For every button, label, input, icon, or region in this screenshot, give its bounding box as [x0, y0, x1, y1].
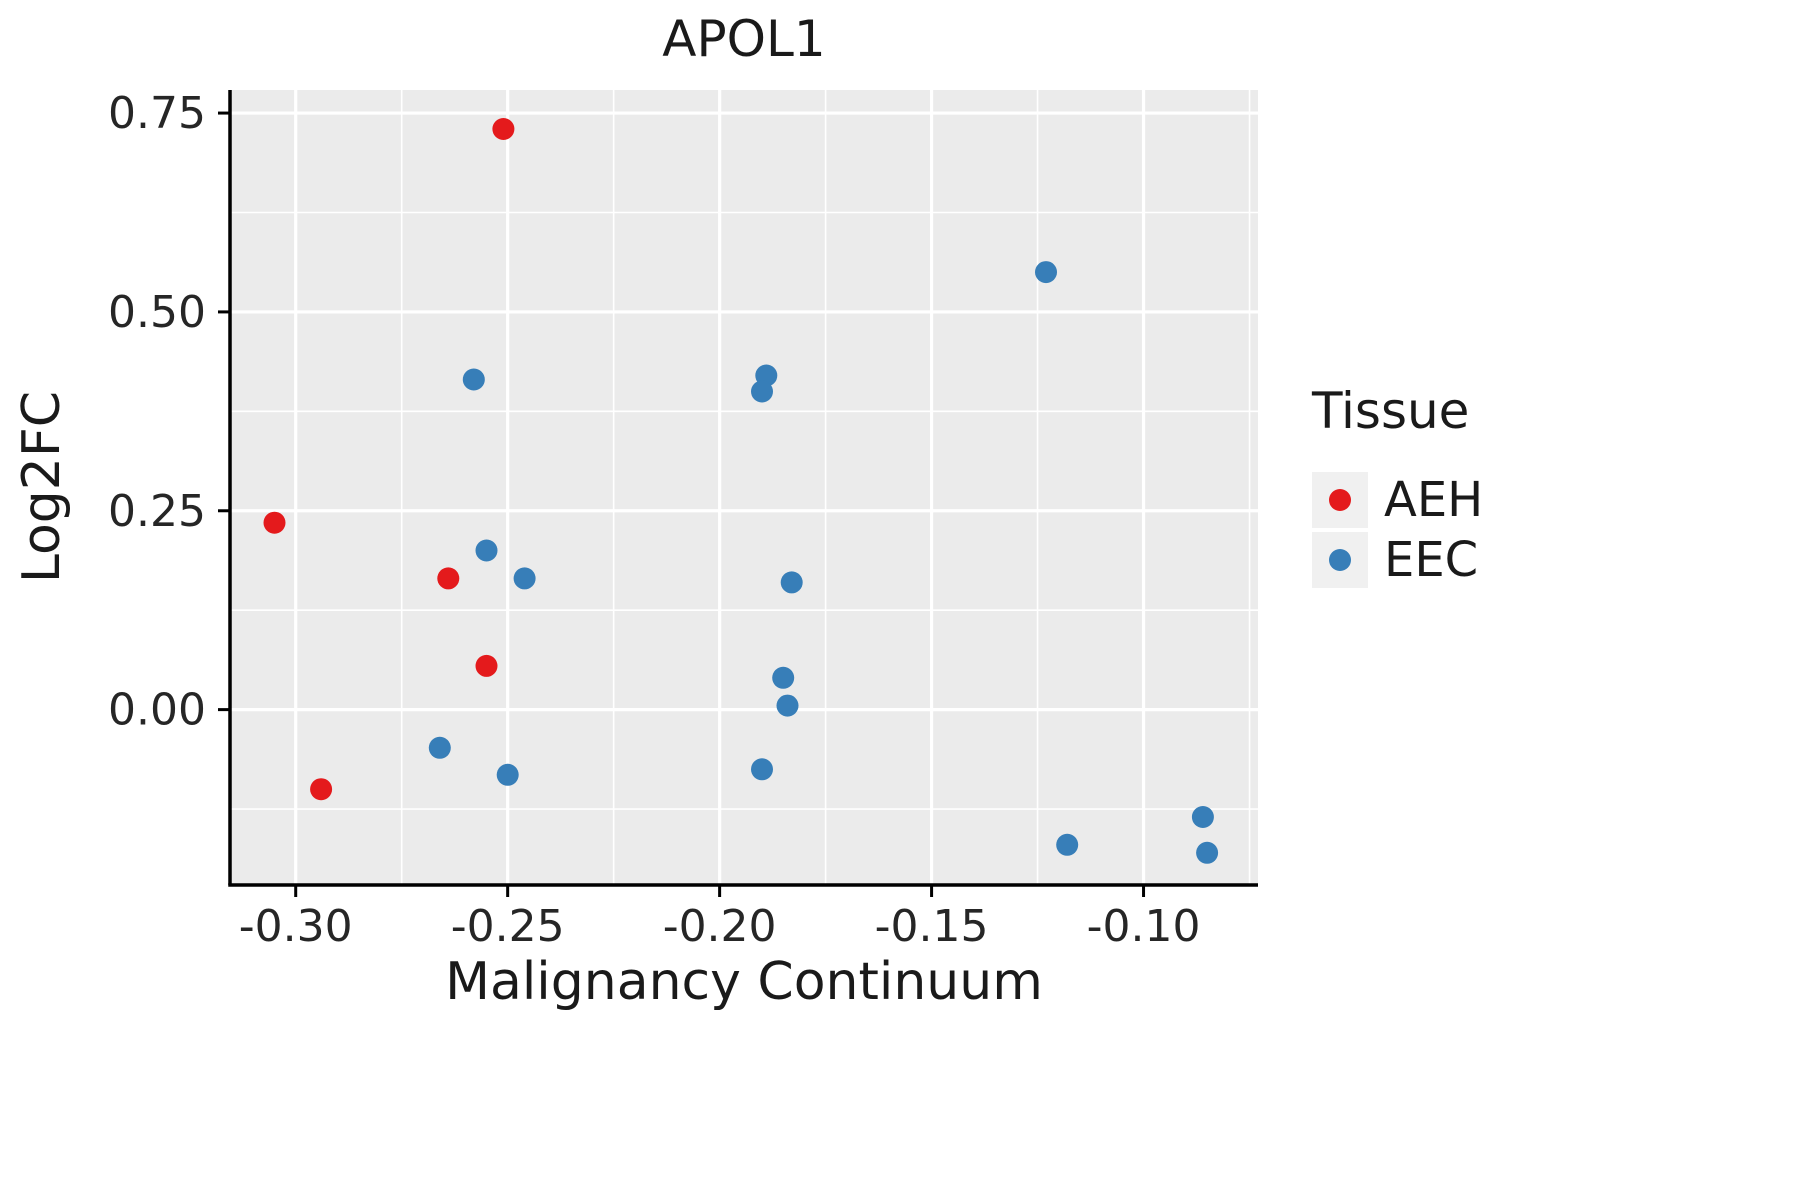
data-point-eec	[462, 368, 485, 391]
x-axis-ticks: -0.30 -0.25 -0.20 -0.15 -0.10	[239, 885, 1201, 952]
data-point-eec	[1035, 261, 1057, 284]
y-tick-label: 0.00	[108, 685, 206, 736]
data-point-eec	[475, 539, 498, 562]
gridlines	[230, 90, 1258, 885]
legend-title: Tissue	[1312, 382, 1470, 440]
y-tick-label: 0.75	[108, 88, 206, 139]
panel-background	[230, 90, 1258, 885]
data-point-aeh	[263, 511, 286, 534]
x-axis-title: Malignancy Continuum	[445, 952, 1043, 1012]
data-point-eec	[751, 380, 773, 403]
data-point-aeh	[492, 118, 515, 140]
axis-lines	[228, 90, 1258, 887]
legend-label-eec: EEC	[1384, 532, 1479, 588]
legend-key-eec	[1312, 532, 1368, 588]
y-axis-title: Log2FC	[12, 390, 72, 584]
legend-entries: AEH EEC	[1312, 472, 1483, 588]
data-point-eec	[428, 736, 451, 759]
y-axis-ticks: 0.00 0.25 0.50 0.75	[108, 88, 230, 736]
x-tick-label: -0.15	[875, 901, 989, 952]
x-tick-label: -0.30	[239, 901, 353, 952]
x-tick-label: -0.25	[451, 901, 565, 952]
legend-key-aeh	[1312, 472, 1368, 528]
data-point-eec	[1191, 806, 1214, 828]
x-tick-label: -0.20	[663, 901, 777, 952]
legend-dot-icon-eec	[1329, 549, 1351, 571]
chart-title: APOL1	[662, 10, 826, 68]
y-tick-label: 0.25	[108, 486, 206, 537]
legend-label-aeh: AEH	[1384, 472, 1484, 528]
legend-dot-icon-aeh	[1329, 489, 1351, 511]
legend-entry-eec: EEC	[1312, 532, 1483, 588]
x-tick-label: -0.10	[1087, 901, 1201, 952]
legend: Tissue AEH EEC	[1312, 382, 1483, 592]
data-point-aeh	[310, 778, 333, 801]
data-point-eec	[780, 571, 803, 594]
data-point-eec	[1056, 833, 1079, 856]
data-point-aeh	[475, 654, 498, 677]
legend-entry-aeh: AEH	[1312, 472, 1483, 528]
data-point-aeh	[437, 567, 460, 590]
data-point-eec	[496, 763, 519, 786]
series-eec	[428, 261, 1219, 864]
data-point-eec	[1196, 841, 1219, 864]
data-point-eec	[751, 758, 773, 781]
series-aeh	[263, 118, 515, 801]
data-point-eec	[772, 666, 795, 689]
data-point-eec	[513, 567, 536, 590]
y-tick-label: 0.50	[108, 287, 206, 338]
data-point-eec	[776, 694, 799, 717]
